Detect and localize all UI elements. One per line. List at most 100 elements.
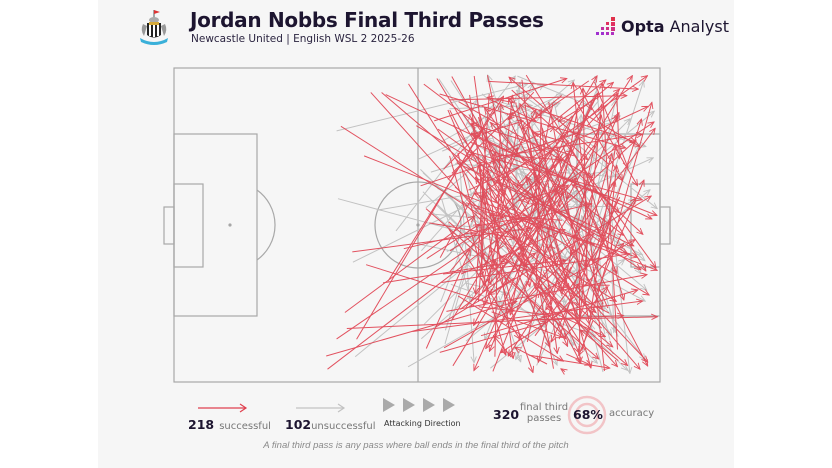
pass-arrow [581,330,619,361]
pass-arrow [553,231,576,317]
pass-arrow [589,144,616,318]
pass-arrow [497,168,646,361]
page-subtitle: Newcastle United | English WSL 2 2025-26 [191,33,415,45]
pass-arrow [546,266,572,310]
pass-arrow [570,113,619,228]
pass-arrow [356,108,495,340]
total-label-line1: final third [520,402,569,413]
pass-arrow [470,178,576,308]
pass-arrow [591,324,604,373]
pass-arrow [488,277,515,295]
pass-arrow [578,119,642,322]
pass-arrow [546,80,606,128]
pass-arrow [594,75,630,374]
pass-arrow [381,92,541,229]
pass-arrow [336,84,528,132]
footnote: A final third pass is any pass where bal… [263,440,569,451]
pass-arrow [460,253,535,310]
pass-arrow [469,141,657,216]
pass-arrow [534,198,636,337]
pass-arrow [561,369,565,372]
pass-arrow [503,271,567,339]
pass-arrow [573,82,605,371]
pass-arrow [551,196,621,342]
pass-arrow [337,198,599,269]
pass-arrow [517,75,587,105]
pass-arrow [476,93,490,294]
opta-bars-icon [596,17,615,35]
successful-arrow-icon [198,403,248,413]
pass-arrow [579,223,580,363]
pass-arrow [370,92,618,366]
pass-arrow [451,112,513,174]
pass-arrow [521,124,648,366]
pass-arrow [447,109,550,347]
accuracy-value: 68% [573,407,603,422]
total-passes-count: 320 [493,407,520,422]
pass-arrow [326,301,517,357]
pass-arrow [452,76,633,367]
pass-arrow [416,125,627,254]
pass-arrow [501,308,567,353]
pass-arrow [585,114,640,147]
pass-arrow [574,89,619,131]
pass-arrow [528,178,562,294]
pass-arrow [443,240,635,349]
pass-arrow [470,124,575,157]
pass-arrow [509,98,555,212]
pass-arrow [572,185,607,197]
pass-arrow [487,75,530,287]
pass-arrow [486,76,648,191]
successful-passes [326,75,657,373]
pass-arrow [385,94,652,219]
unsuccessful-label: unsuccessful [311,421,376,432]
pass-arrow [429,222,515,238]
pass-arrow [494,336,512,358]
pass-arrow [559,135,656,268]
pass-arrow [474,193,595,246]
pass-arrow [423,83,624,235]
pass-arrow [606,165,617,252]
pass-arrow [443,260,565,275]
pass-arrow [515,103,591,368]
successful-count: 218 [188,417,215,432]
pass-arrow [428,213,500,220]
pass-arrow [476,177,586,351]
pass-arrow [407,271,575,368]
pass-arrow [468,106,649,191]
pass-arrow [412,301,642,332]
pass-arrow [491,311,563,337]
pass-arrow [477,170,488,302]
pass-arrow [449,109,581,363]
pass-arrow [365,264,514,311]
pass-arrow [437,187,645,301]
brand-light: Analyst [664,16,729,36]
unsuccessful-arrow-icon [296,403,346,413]
pass-arrow [460,230,565,275]
pass-arrow [517,191,556,202]
legend: 218 successful 102unsuccessful Attacking… [0,395,832,435]
pass-arrow [541,127,585,268]
pass-arrow [425,249,470,349]
pass-arrow [483,198,500,285]
pass-arrow [528,354,610,368]
pass-arrow [459,144,641,270]
pass-arrow [511,89,588,160]
pass-arrow [457,152,491,285]
pass-arrow [599,180,615,230]
opta-analyst-logo: Opta Analyst [595,16,729,36]
pass-arrow [525,74,646,271]
pass-arrow [555,82,613,131]
attacking-direction-label: Attacking Direction [384,419,461,428]
pass-arrow [426,224,480,260]
pass-arrow [484,133,517,306]
pass-arrow [437,128,486,163]
pass-arrow [475,217,529,227]
attacking-direction-icon [383,398,455,412]
brand-bold: Opta [621,16,665,36]
pass-arrow [457,295,563,361]
pass-arrow [494,104,501,357]
pass-arrow [454,186,596,313]
pass-arrow [474,101,593,371]
